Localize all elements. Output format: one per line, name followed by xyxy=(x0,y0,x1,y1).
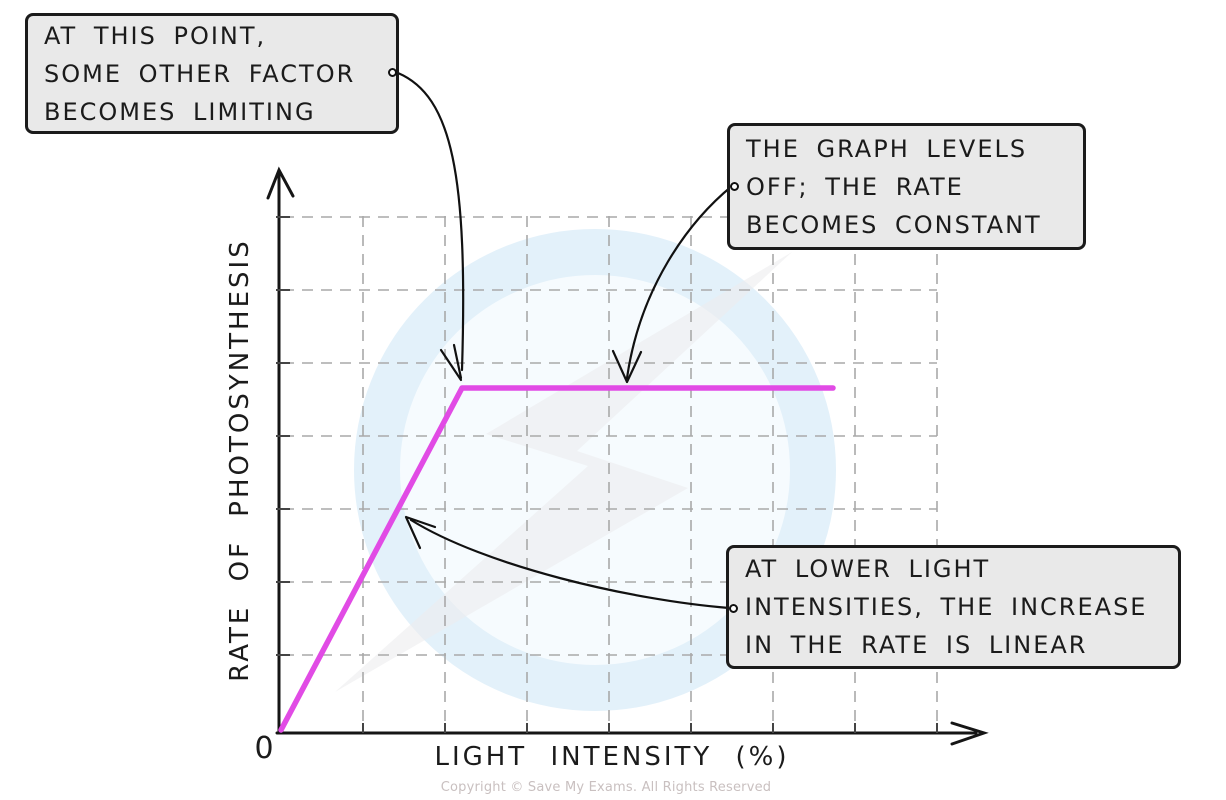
rate-curve xyxy=(278,385,836,733)
callout-line: THE GRAPH LEVELS xyxy=(746,134,1028,163)
callout-line: AT LOWER LIGHT xyxy=(745,555,991,583)
callout-limiting-factor: AT THIS POINT, SOME OTHER FACTOR BECOMES… xyxy=(25,13,399,134)
callout-line: INTENSITIES, THE INCREASE xyxy=(745,593,1148,621)
y-axis-label: RATE OF PHOTOSYNTHESIS xyxy=(225,238,255,681)
copyright-text: Copyright © Save My Exams. All Rights Re… xyxy=(441,780,772,795)
x-axis-label: LIGHT INTENSITY (%) xyxy=(434,742,789,772)
arrow-linear-region xyxy=(409,518,731,610)
axis-ticks xyxy=(276,216,938,733)
arrow-limiting-factor xyxy=(396,71,465,372)
arrow-levels-off xyxy=(625,184,734,380)
arrow-levels-off-head-icon xyxy=(611,349,643,384)
callout-line: BECOMES LIMITING xyxy=(44,97,316,126)
callout-line: OFF; THE RATE xyxy=(746,172,964,201)
callout-line: SOME OTHER FACTOR xyxy=(44,59,356,88)
annotation-arrows xyxy=(396,71,734,610)
callout-levels-off: THE GRAPH LEVELS OFF; THE RATE BECOMES C… xyxy=(727,123,1086,250)
callout-linear-region: AT LOWER LIGHT INTENSITIES, THE INCREASE… xyxy=(726,545,1181,669)
arrow-linear-region-head-icon xyxy=(404,515,437,550)
arrow-limiting-factor-head-icon xyxy=(439,343,463,382)
gridlines xyxy=(283,216,938,732)
callout-line: BECOMES CONSTANT xyxy=(746,210,1042,239)
x-axis-arrowhead-icon xyxy=(950,721,989,746)
watermark-logo xyxy=(335,229,836,711)
origin-label: 0 xyxy=(254,731,273,766)
connector-dot-icon xyxy=(729,604,738,613)
callout-line: AT THIS POINT, xyxy=(44,21,267,50)
connector-dot-icon xyxy=(388,68,397,77)
callout-line: IN THE RATE IS LINEAR xyxy=(745,631,1088,659)
y-axis-arrowhead-icon xyxy=(266,166,295,200)
axes xyxy=(266,166,989,746)
connector-dot-icon xyxy=(730,182,739,191)
